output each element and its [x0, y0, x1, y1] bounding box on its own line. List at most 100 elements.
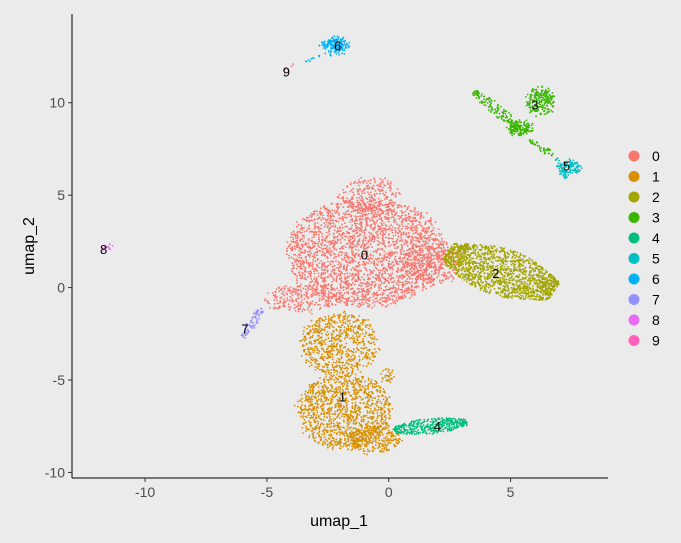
- data-point: [499, 294, 502, 297]
- data-point: [519, 297, 522, 300]
- data-point: [403, 256, 406, 259]
- data-point: [302, 263, 305, 266]
- data-point: [374, 277, 377, 280]
- data-point: [331, 203, 334, 205]
- data-point: [356, 231, 359, 234]
- data-point: [303, 294, 306, 296]
- data-point: [311, 263, 314, 266]
- data-point: [301, 217, 304, 220]
- data-point: [533, 281, 535, 284]
- data-point: [347, 287, 349, 290]
- data-point: [340, 277, 343, 279]
- data-point: [322, 271, 325, 274]
- data-point: [306, 292, 308, 294]
- data-point: [390, 182, 392, 185]
- data-point: [365, 185, 368, 188]
- data-point: [366, 302, 369, 305]
- data-point: [390, 199, 393, 201]
- data-point: [518, 256, 521, 259]
- data-point: [358, 302, 360, 305]
- data-point: [485, 277, 487, 280]
- data-point: [358, 223, 361, 225]
- data-point: [336, 287, 338, 290]
- data-point: [301, 243, 304, 246]
- data-point: [434, 266, 437, 269]
- data-point: [346, 235, 348, 238]
- data-point: [449, 267, 452, 270]
- data-point: [490, 245, 492, 247]
- data-point: [361, 192, 364, 195]
- data-point: [366, 298, 369, 301]
- data-point: [331, 251, 334, 254]
- data-point: [335, 231, 338, 233]
- data-point: [321, 292, 323, 295]
- data-point: [464, 276, 466, 279]
- data-point: [417, 232, 420, 235]
- data-point: [347, 275, 350, 278]
- data-point: [338, 251, 341, 254]
- data-point: [469, 248, 471, 250]
- data-point: [386, 196, 389, 199]
- data-point: [381, 263, 383, 266]
- data-point: [291, 291, 294, 294]
- data-point: [323, 278, 326, 281]
- data-point: [385, 252, 388, 255]
- data-point: [276, 299, 278, 302]
- data-point: [368, 186, 371, 189]
- data-point: [367, 191, 369, 194]
- data-point: [381, 209, 384, 212]
- data-point: [400, 288, 403, 291]
- data-point: [429, 281, 432, 284]
- data-point: [388, 218, 390, 221]
- data-point: [313, 272, 316, 275]
- data-point: [294, 293, 297, 295]
- data-point: [522, 289, 524, 292]
- data-point: [437, 244, 440, 246]
- data-point: [411, 291, 413, 293]
- data-point: [358, 263, 361, 266]
- data-point: [347, 255, 350, 258]
- data-point: [468, 259, 471, 262]
- data-point: [331, 280, 334, 283]
- data-point: [413, 289, 416, 292]
- data-point: [465, 258, 467, 261]
- data-point: [426, 246, 429, 249]
- data-point: [365, 219, 367, 222]
- data-point: [448, 265, 450, 268]
- data-point: [516, 290, 518, 293]
- data-point: [391, 229, 394, 231]
- data-point: [377, 248, 380, 250]
- data-point: [511, 288, 514, 291]
- data-point: [264, 298, 267, 300]
- data-point: [487, 249, 489, 251]
- data-point: [341, 236, 344, 239]
- data-point: [428, 226, 431, 229]
- data-point: [383, 194, 386, 197]
- data-point: [339, 286, 342, 288]
- data-point: [506, 290, 509, 293]
- data-point: [363, 229, 366, 232]
- data-point: [357, 206, 360, 209]
- data-point: [400, 243, 403, 246]
- data-point: [493, 245, 496, 248]
- data-point: [408, 252, 411, 255]
- data-point: [346, 291, 348, 294]
- data-point: [307, 239, 310, 241]
- data-point: [385, 296, 387, 299]
- data-point: [378, 274, 381, 277]
- data-point: [311, 265, 314, 268]
- data-point: [344, 202, 346, 204]
- data-point: [440, 261, 443, 264]
- data-point: [332, 220, 335, 222]
- data-point: [371, 207, 374, 210]
- data-point: [363, 202, 366, 205]
- data-point: [405, 240, 408, 242]
- data-point: [486, 251, 489, 254]
- data-point: [358, 299, 361, 301]
- data-point: [380, 297, 383, 300]
- data-point: [368, 283, 371, 286]
- data-point: [303, 308, 306, 311]
- data-point: [358, 277, 360, 280]
- data-point: [552, 290, 555, 292]
- data-point: [354, 260, 357, 263]
